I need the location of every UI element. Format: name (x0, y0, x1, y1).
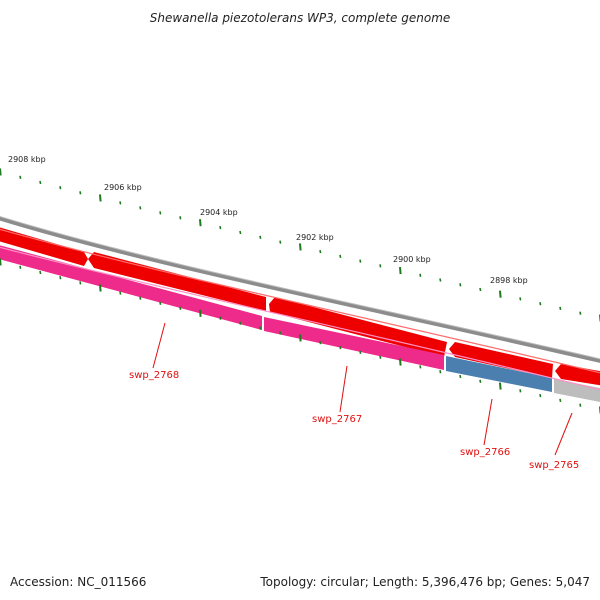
inner-major-tick (0, 258, 2, 266)
gene-label-swp_2767[interactable]: swp_2767 (312, 414, 362, 425)
leader-line-swp_2765 (554, 412, 573, 456)
inner-minor-tick (139, 296, 142, 300)
outer-tick-row (0, 168, 600, 322)
inner-minor-tick (519, 389, 522, 393)
inner-major-tick (299, 334, 302, 342)
leader-line-swp_2768 (152, 322, 166, 369)
outer-major-tick (299, 243, 302, 251)
kbp-label-2900: 2900 kbp (393, 255, 431, 264)
outer-major-tick (499, 290, 502, 298)
inner-minor-tick (479, 379, 482, 383)
outer-minor-tick (239, 230, 242, 235)
genome-backbone-highlight (0, 215, 600, 360)
red-gene-arrow-4[interactable] (449, 342, 553, 378)
outer-minor-tick (19, 175, 22, 179)
forward-strand-features (0, 226, 600, 386)
outer-minor-tick (539, 302, 542, 306)
inner-minor-tick (579, 403, 582, 407)
gene-block-swp_2767[interactable] (264, 317, 444, 370)
kbp-label-2908: 2908 kbp (8, 155, 46, 164)
inner-tick-row (0, 258, 600, 414)
inner-minor-tick (239, 321, 242, 325)
genome-backbone (0, 216, 600, 363)
outer-minor-tick (579, 311, 582, 315)
reverse-strand-sheen (0, 246, 600, 391)
inner-minor-tick (419, 365, 422, 369)
outer-minor-tick (439, 278, 442, 282)
leader-line-swp_2766 (483, 398, 493, 446)
outer-minor-tick (159, 211, 162, 215)
outer-minor-tick (519, 297, 522, 301)
outer-major-tick (99, 194, 102, 202)
outer-minor-tick (259, 235, 262, 239)
inner-minor-tick (279, 331, 282, 335)
kbp-label-2898: 2898 kbp (490, 276, 528, 285)
gene-block-swp_2768[interactable] (0, 244, 262, 330)
red-gene-arrow-1[interactable] (0, 226, 88, 266)
outer-minor-tick (179, 216, 182, 220)
inner-minor-tick (439, 370, 442, 374)
inner-minor-tick (339, 345, 342, 350)
outer-minor-tick (339, 254, 342, 259)
red-gene-arrow-3[interactable] (269, 297, 447, 357)
inner-minor-tick (459, 374, 462, 379)
outer-minor-tick (139, 206, 142, 210)
outer-minor-tick (359, 259, 362, 263)
outer-minor-tick (379, 264, 382, 268)
outer-minor-tick (59, 186, 62, 190)
red-gene-arrow-2[interactable] (88, 252, 266, 311)
kbp-label-2906: 2906 kbp (104, 183, 142, 192)
inner-minor-tick (59, 276, 62, 280)
inner-minor-tick (119, 291, 122, 295)
gene-label-swp_2765[interactable]: swp_2765 (529, 460, 579, 471)
outer-major-tick (0, 168, 2, 176)
inner-minor-tick (259, 326, 262, 330)
outer-minor-tick (479, 287, 482, 292)
outer-minor-tick (319, 249, 322, 254)
inner-minor-tick (359, 350, 362, 355)
inner-minor-tick (159, 301, 162, 305)
inner-major-tick (199, 309, 202, 317)
outer-minor-tick (119, 201, 122, 205)
outer-major-tick (399, 267, 402, 275)
map-title: Shewanella piezotolerans WP3, complete g… (149, 11, 451, 25)
inner-minor-tick (179, 306, 182, 310)
inner-minor-tick (79, 281, 82, 285)
accession-text: Accession: NC_011566 (10, 575, 147, 589)
reverse-strand-features (0, 244, 600, 403)
inner-minor-tick (319, 341, 322, 345)
inner-major-tick (399, 358, 402, 366)
kbp-label-2904: 2904 kbp (200, 208, 238, 217)
inner-minor-tick (559, 398, 562, 403)
outer-major-tick (199, 219, 202, 227)
kbp-label-2902: 2902 kbp (296, 233, 334, 242)
outer-minor-tick (559, 306, 562, 311)
leader-line-swp_2767 (339, 365, 348, 413)
inner-minor-tick (19, 265, 22, 269)
outer-minor-tick (219, 225, 222, 230)
outer-minor-tick (279, 240, 282, 244)
forward-strand-sheen (0, 228, 600, 374)
gene-label-swp_2768[interactable]: swp_2768 (129, 370, 179, 381)
gene-block-swp_2765[interactable] (554, 379, 600, 403)
outer-minor-tick (459, 283, 462, 287)
topology-text: Topology: circular; Length: 5,396,476 bp… (260, 575, 590, 589)
outer-minor-tick (79, 191, 82, 195)
inner-minor-tick (539, 393, 542, 398)
inner-minor-tick (219, 316, 222, 320)
red-gene-arrow-5[interactable] (555, 364, 600, 386)
outer-minor-tick (39, 180, 42, 185)
inner-major-tick (499, 382, 502, 390)
inner-major-tick (99, 284, 102, 292)
inner-minor-tick (379, 355, 382, 359)
gene-label-swp_2766[interactable]: swp_2766 (460, 447, 510, 458)
gene-block-swp_2766[interactable] (446, 356, 552, 392)
inner-minor-tick (39, 270, 42, 275)
outer-minor-tick (419, 273, 422, 277)
